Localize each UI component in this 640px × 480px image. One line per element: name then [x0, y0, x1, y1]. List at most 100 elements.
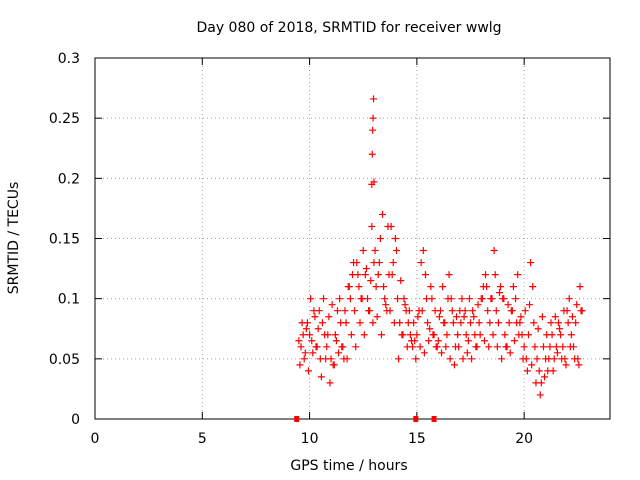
data-point [414, 313, 422, 321]
y-tick-label: 0.15 [49, 232, 80, 248]
data-point [565, 295, 573, 303]
x-tick-label: 10 [301, 431, 319, 447]
data-point [426, 325, 434, 333]
data-point [410, 319, 418, 327]
data-point [390, 319, 398, 327]
data-point [571, 355, 579, 363]
data-point [339, 343, 347, 351]
y-tick-label: 0 [71, 412, 80, 428]
data-point [295, 337, 303, 345]
data-point [506, 349, 514, 357]
data-point [464, 337, 472, 345]
data-point [524, 331, 532, 339]
data-point [299, 331, 307, 339]
data-point [360, 331, 368, 339]
data-point [359, 247, 367, 255]
data-point [368, 150, 376, 158]
data-point [532, 379, 540, 387]
data-point [365, 307, 373, 315]
data-point [306, 331, 314, 339]
data-point [369, 126, 377, 134]
data-point [485, 343, 493, 351]
data-point [558, 355, 566, 363]
data-point [381, 295, 389, 303]
data-point [433, 343, 441, 351]
data-point [450, 361, 458, 369]
data-point [442, 343, 450, 351]
data-point [514, 271, 522, 279]
data-point [382, 301, 390, 309]
data-point [392, 247, 400, 255]
data-point [577, 307, 585, 315]
data-point [322, 355, 330, 363]
data-point [521, 307, 529, 315]
data-point [546, 343, 554, 351]
data-point [370, 178, 378, 186]
data-point [431, 307, 439, 315]
data-point [484, 307, 492, 315]
data-point [379, 210, 387, 218]
data-point [530, 319, 538, 327]
data-point [391, 235, 399, 242]
data-point [445, 271, 453, 279]
y-axis-label: SRMTID / TECUs [6, 182, 22, 295]
x-tick-label: 20 [515, 431, 533, 447]
data-point [541, 373, 549, 381]
data-point [533, 355, 541, 363]
data-point [552, 343, 560, 351]
data-point [468, 355, 476, 363]
data-point [482, 271, 490, 279]
data-point [501, 331, 509, 339]
plot-frame [94, 57, 611, 420]
data-point [308, 337, 316, 345]
data-point [539, 343, 547, 351]
data-point [502, 343, 510, 351]
data-point [328, 301, 336, 309]
data-point [467, 319, 475, 327]
data-point [408, 337, 416, 345]
data-point [399, 331, 407, 339]
data-point [462, 331, 470, 339]
y-tick-label: 0.2 [58, 171, 80, 187]
data-point [424, 319, 432, 327]
data-point [492, 307, 500, 315]
data-point [388, 271, 396, 279]
data-point [341, 307, 349, 315]
data-point [469, 307, 477, 315]
data-point [361, 271, 369, 279]
data-point [545, 355, 553, 363]
data-point [535, 367, 543, 375]
data-point [438, 349, 446, 357]
data-point [298, 319, 306, 327]
data-point [559, 343, 567, 351]
data-point [318, 319, 326, 327]
data-point [406, 331, 414, 339]
data-point [470, 313, 478, 321]
data-point [307, 295, 315, 303]
data-point [351, 307, 359, 315]
data-point [440, 319, 448, 327]
data-point [455, 343, 463, 351]
data-point [335, 349, 343, 357]
data-point [534, 325, 542, 333]
data-point [573, 301, 581, 309]
x-axis-label: GPS time / hours [290, 458, 407, 474]
data-point [352, 343, 360, 351]
data-point [394, 295, 402, 303]
data-point [336, 295, 344, 303]
data-point [435, 313, 443, 321]
data-point [449, 319, 457, 327]
data-point [419, 247, 427, 255]
data-point [369, 114, 377, 122]
data-point [416, 343, 424, 351]
data-point [317, 373, 325, 381]
data-point [425, 337, 433, 345]
data-point [375, 259, 383, 267]
data-point [528, 361, 536, 369]
data-point [350, 259, 358, 267]
data-point [566, 343, 574, 351]
data-point [459, 355, 467, 363]
data-point [354, 271, 362, 279]
data-point [443, 331, 451, 339]
data-point [412, 355, 420, 363]
